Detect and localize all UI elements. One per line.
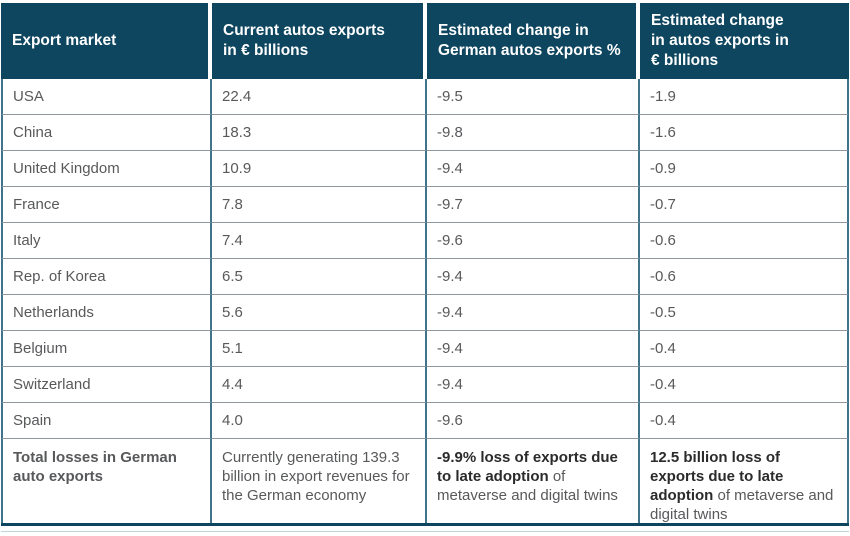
cell-change-billions: -1.9	[640, 79, 849, 115]
total-change-billions: 12.5 billion loss of exports due to late…	[640, 439, 849, 523]
table-row-italy: Italy 7.4 -9.6 -0.6	[1, 223, 849, 259]
table-row-united-kingdom: United Kingdom 10.9 -9.4 -0.9	[1, 151, 849, 187]
bottom-gap	[1, 526, 849, 531]
cell-current-exports: 7.4	[212, 223, 427, 259]
cell-change-billions: -0.4	[640, 367, 849, 403]
cell-change-billions: -0.6	[640, 259, 849, 295]
cell-market: France	[1, 187, 212, 223]
cell-change-percent: -9.4	[427, 259, 640, 295]
cell-change-billions: -1.6	[640, 115, 849, 151]
cell-market: Italy	[1, 223, 212, 259]
cell-change-billions: -0.9	[640, 151, 849, 187]
cell-market: United Kingdom	[1, 151, 212, 187]
cell-market: Netherlands	[1, 295, 212, 331]
table-row-belgium: Belgium 5.1 -9.4 -0.4	[1, 331, 849, 367]
total-pct-bold: -9.9% loss of exports due to late adopti…	[437, 449, 618, 486]
cell-change-billions: -0.7	[640, 187, 849, 223]
total-pct-rest: of metaverse and digital twins	[437, 468, 618, 505]
cell-current-exports: 6.5	[212, 259, 427, 295]
cell-current-exports: 4.4	[212, 367, 427, 403]
header-current-exports: Current autos exports in € billions	[212, 3, 427, 79]
cell-change-percent: -9.5	[427, 79, 640, 115]
cell-current-exports: 10.9	[212, 151, 427, 187]
cell-current-exports: 5.1	[212, 331, 427, 367]
cell-market: Spain	[1, 403, 212, 439]
cell-market: China	[1, 115, 212, 151]
table-row-spain: Spain 4.0 -9.6 -0.4	[1, 403, 849, 439]
table-header-row: Export market Current autos exports in €…	[1, 3, 849, 79]
total-current-exports: Currently generating 139.3 billion in ex…	[212, 439, 427, 523]
cell-current-exports: 7.8	[212, 187, 427, 223]
cell-market: Switzerland	[1, 367, 212, 403]
total-label: Total losses in German auto exports	[1, 439, 212, 523]
cell-market: USA	[1, 79, 212, 115]
cell-current-exports: 22.4	[212, 79, 427, 115]
cell-change-billions: -0.5	[640, 295, 849, 331]
cell-change-percent: -9.8	[427, 115, 640, 151]
bottom-faint-line	[1, 531, 849, 532]
table-row-france: France 7.8 -9.7 -0.7	[1, 187, 849, 223]
total-current-text: Currently generating 139.3 billion in ex…	[222, 449, 410, 505]
header-change-percent: Estimated change in German autos exports…	[427, 3, 640, 79]
cell-market: Belgium	[1, 331, 212, 367]
cell-change-billions: -0.6	[640, 223, 849, 259]
total-change-percent: -9.9% loss of exports due to late adopti…	[427, 439, 640, 523]
table-row-usa: USA 22.4 -9.5 -1.9	[1, 79, 849, 115]
header-export-market: Export market	[1, 3, 212, 79]
total-eur-rest: of metaverse and digital twins	[650, 487, 834, 524]
cell-change-billions: -0.4	[640, 403, 849, 439]
table-row-netherlands: Netherlands 5.6 -9.4 -0.5	[1, 295, 849, 331]
export-table: Export market Current autos exports in €…	[1, 3, 849, 532]
cell-change-billions: -0.4	[640, 331, 849, 367]
cell-change-percent: -9.4	[427, 331, 640, 367]
cell-change-percent: -9.6	[427, 403, 640, 439]
header-change-billions: Estimated change in autos exports in € b…	[640, 3, 849, 79]
cell-change-percent: -9.4	[427, 367, 640, 403]
total-eur-bold: 12.5 billion loss of exports due to late…	[650, 449, 784, 505]
cell-change-percent: -9.6	[427, 223, 640, 259]
cell-current-exports: 4.0	[212, 403, 427, 439]
cell-market: Rep. of Korea	[1, 259, 212, 295]
cell-change-percent: -9.4	[427, 295, 640, 331]
cell-change-percent: -9.4	[427, 151, 640, 187]
cell-change-percent: -9.7	[427, 187, 640, 223]
table-row-switzerland: Switzerland 4.4 -9.4 -0.4	[1, 367, 849, 403]
cell-current-exports: 5.6	[212, 295, 427, 331]
table-total-row: Total losses in German auto exports Curr…	[1, 439, 849, 523]
cell-current-exports: 18.3	[212, 115, 427, 151]
table-row-rep-of-korea: Rep. of Korea 6.5 -9.4 -0.6	[1, 259, 849, 295]
table-bottom-border	[1, 523, 849, 526]
table-row-china: China 18.3 -9.8 -1.6	[1, 115, 849, 151]
